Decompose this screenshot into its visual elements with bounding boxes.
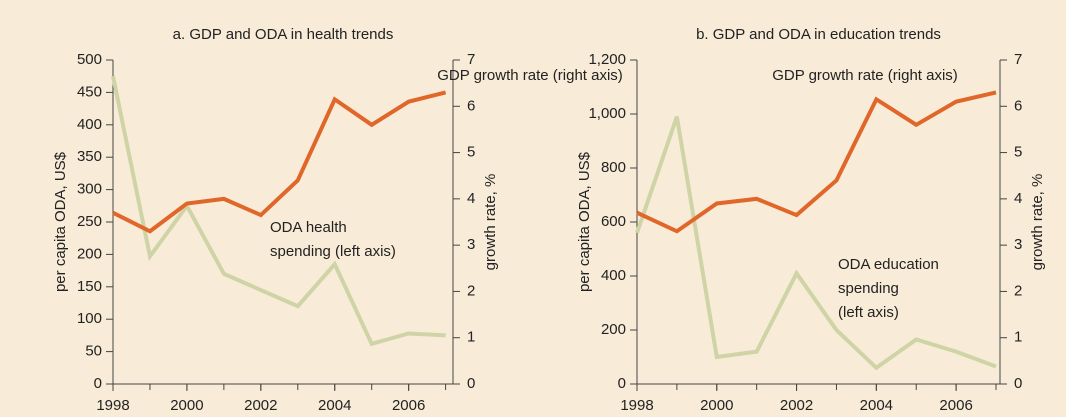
y-tick-label: 400 xyxy=(77,116,102,133)
series-line xyxy=(635,116,997,371)
y-tick-label: 50 xyxy=(85,343,102,360)
series-line xyxy=(636,90,997,234)
y2-tick-label: 4 xyxy=(1014,190,1022,207)
y2-tick-label: 7 xyxy=(1014,51,1022,68)
y-axis-label: per capita ODA, US$ xyxy=(52,151,69,292)
x-tick-label: 2004 xyxy=(860,397,893,414)
x-tick-label: 2004 xyxy=(318,397,351,414)
y-tick-label: 1,200 xyxy=(588,51,626,68)
y2-tick-label: 5 xyxy=(467,144,475,161)
chart-title: a. GDP and ODA in health trends xyxy=(173,26,394,43)
y2-tick-label: 7 xyxy=(467,51,475,68)
x-tick-label: 1998 xyxy=(96,397,129,414)
y2-tick-label: 2 xyxy=(1014,282,1022,299)
y-tick-label: 0 xyxy=(618,375,626,392)
y-tick-label: 250 xyxy=(77,213,102,230)
y2-tick-label: 2 xyxy=(467,282,475,299)
series-line xyxy=(112,90,447,234)
y-tick-label: 300 xyxy=(77,181,102,198)
y-tick-label: 400 xyxy=(601,267,626,284)
y-tick-label: 800 xyxy=(601,159,626,176)
y-tick-label: 150 xyxy=(77,278,102,295)
y-tick-label: 450 xyxy=(77,83,102,100)
y2-tick-label: 6 xyxy=(467,97,475,114)
x-tick-label: 2002 xyxy=(780,397,813,414)
chart-title: b. GDP and ODA in education trends xyxy=(696,26,941,43)
y-tick-label: 600 xyxy=(601,213,626,230)
y-tick-label: 500 xyxy=(77,51,102,68)
y-axis-label: per capita ODA, US$ xyxy=(576,151,593,292)
x-tick-label: 2002 xyxy=(244,397,277,414)
annotation: spending (left axis) xyxy=(270,243,396,260)
y2-tick-label: 0 xyxy=(1014,375,1022,392)
x-tick-label: 2006 xyxy=(939,397,972,414)
annotation: (left axis) xyxy=(838,304,899,321)
annotation: ODA education xyxy=(838,256,939,273)
x-tick-label: 2000 xyxy=(700,397,733,414)
y2-tick-label: 1 xyxy=(467,329,475,346)
y2-tick-label: 6 xyxy=(1014,97,1022,114)
x-tick-label: 2000 xyxy=(170,397,203,414)
x-tick-label: 1998 xyxy=(620,397,653,414)
y2-tick-label: 0 xyxy=(467,375,475,392)
series-line xyxy=(111,75,446,347)
y2-tick-label: 3 xyxy=(467,236,475,253)
annotation: GDP growth rate (right axis) xyxy=(772,67,958,84)
y-tick-label: 350 xyxy=(77,148,102,165)
y-tick-label: 200 xyxy=(77,245,102,262)
y2-tick-label: 4 xyxy=(467,190,475,207)
y-tick-label: 100 xyxy=(77,310,102,327)
y2-tick-label: 5 xyxy=(1014,144,1022,161)
annotation: ODA health xyxy=(270,219,347,236)
y-tick-label: 0 xyxy=(94,375,102,392)
y-tick-label: 200 xyxy=(601,321,626,338)
x-tick-label: 2006 xyxy=(392,397,425,414)
y2-tick-label: 3 xyxy=(1014,236,1022,253)
annotation: spending xyxy=(838,280,899,297)
y2-axis-label: growth rate, % xyxy=(482,174,499,271)
y2-tick-label: 1 xyxy=(1014,329,1022,346)
y-tick-label: 1,000 xyxy=(588,105,626,122)
annotation: GDP growth rate (right axis) xyxy=(437,67,623,84)
y2-axis-label: growth rate, % xyxy=(1029,174,1046,271)
